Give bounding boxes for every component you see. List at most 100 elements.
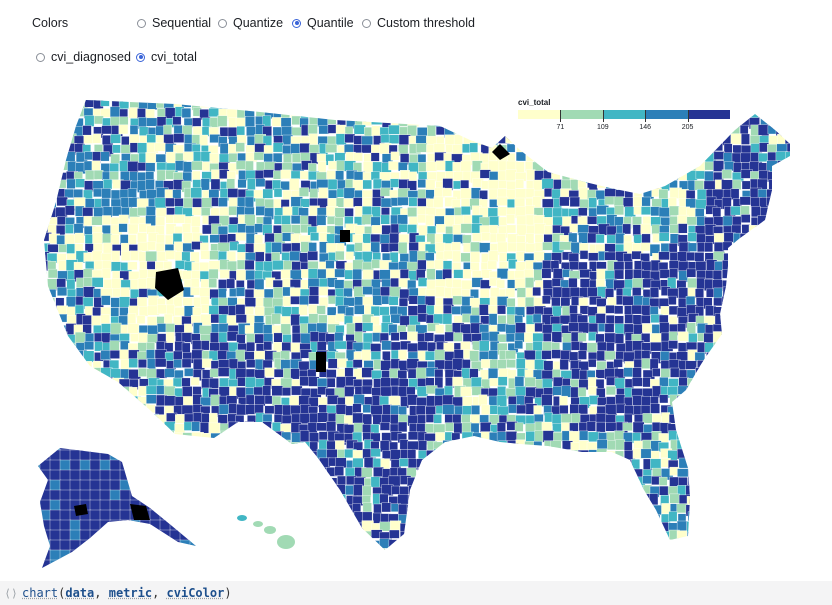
county	[179, 489, 192, 502]
county	[120, 368, 130, 379]
county	[490, 559, 501, 570]
county	[623, 540, 636, 550]
county	[443, 459, 455, 468]
county	[353, 484, 363, 496]
county	[344, 386, 355, 398]
county	[93, 549, 106, 550]
county	[298, 505, 308, 515]
county	[515, 538, 526, 548]
county	[155, 216, 165, 227]
county	[588, 513, 599, 526]
county	[588, 476, 602, 489]
county	[760, 323, 772, 336]
county	[471, 441, 483, 454]
county	[750, 513, 763, 526]
radio-circle[interactable]	[292, 18, 301, 28]
county	[110, 134, 121, 144]
radio-circle[interactable]	[362, 18, 371, 28]
radio-quantize[interactable]: Quantize	[218, 16, 283, 30]
county	[235, 232, 247, 241]
code-arg-metric[interactable]: metric	[108, 586, 153, 600]
county	[29, 530, 39, 538]
county	[632, 224, 642, 237]
county	[794, 287, 806, 297]
code-function-name[interactable]: chart	[22, 586, 59, 600]
county	[30, 386, 42, 397]
county	[189, 509, 196, 522]
county	[776, 451, 785, 464]
code-cell[interactable]: ⟨⟩ chart ( data , metric , cviColor )	[0, 581, 832, 605]
county	[661, 154, 672, 166]
county	[749, 504, 759, 517]
county	[568, 504, 579, 514]
county	[462, 495, 474, 505]
county	[272, 142, 284, 153]
county	[543, 457, 555, 469]
county	[318, 477, 331, 488]
county	[136, 532, 147, 545]
county	[795, 316, 807, 327]
county	[59, 529, 72, 542]
county	[490, 100, 502, 101]
radio-circle[interactable]	[36, 52, 45, 62]
county	[749, 243, 758, 253]
county	[93, 386, 103, 397]
county	[427, 125, 436, 138]
county	[703, 486, 715, 497]
county	[570, 541, 582, 550]
county	[722, 414, 732, 424]
radio-custom-threshold[interactable]: Custom threshold	[362, 16, 475, 30]
county	[462, 106, 475, 118]
county	[48, 421, 57, 434]
county	[154, 449, 167, 458]
county	[31, 350, 42, 359]
county	[469, 350, 480, 362]
county	[47, 378, 60, 389]
county	[210, 441, 220, 452]
county	[345, 306, 354, 317]
code-arg-cvicolor[interactable]: cviColor	[166, 586, 225, 600]
county	[633, 172, 643, 184]
county	[362, 100, 373, 102]
county	[760, 295, 772, 308]
county	[93, 170, 104, 180]
county	[497, 116, 508, 126]
county	[686, 496, 696, 505]
county	[417, 277, 428, 287]
county	[479, 304, 490, 316]
county	[571, 531, 582, 544]
county	[542, 467, 552, 480]
county	[29, 379, 38, 389]
county	[713, 404, 723, 413]
county	[703, 439, 712, 449]
county	[442, 187, 452, 197]
radio-circle[interactable]	[218, 18, 227, 28]
radio-quantile-label: Quantile	[307, 16, 354, 30]
county	[758, 567, 769, 570]
county	[84, 90, 95, 99]
radio-quantile[interactable]: Quantile	[292, 16, 354, 30]
county	[85, 549, 97, 550]
radio-circle[interactable]	[136, 52, 145, 62]
county	[687, 549, 697, 550]
county	[685, 296, 696, 307]
missing-data-regions	[74, 144, 510, 520]
county	[768, 432, 778, 442]
code-arg-data[interactable]: data	[65, 586, 95, 600]
radio-sequential[interactable]: Sequential	[137, 16, 211, 30]
county	[766, 224, 779, 237]
county	[660, 368, 671, 378]
county	[696, 379, 709, 388]
county	[407, 477, 417, 487]
county	[246, 503, 258, 516]
county	[749, 100, 760, 110]
radio-cvi-total[interactable]: cvi_total	[136, 50, 197, 64]
radio-circle[interactable]	[137, 18, 146, 28]
county	[166, 558, 175, 569]
county	[767, 567, 778, 570]
county	[678, 134, 688, 145]
county	[128, 424, 140, 433]
county	[742, 100, 752, 110]
radio-cvi-diagnosed[interactable]: cvi_diagnosed	[36, 50, 131, 64]
county	[89, 519, 102, 532]
